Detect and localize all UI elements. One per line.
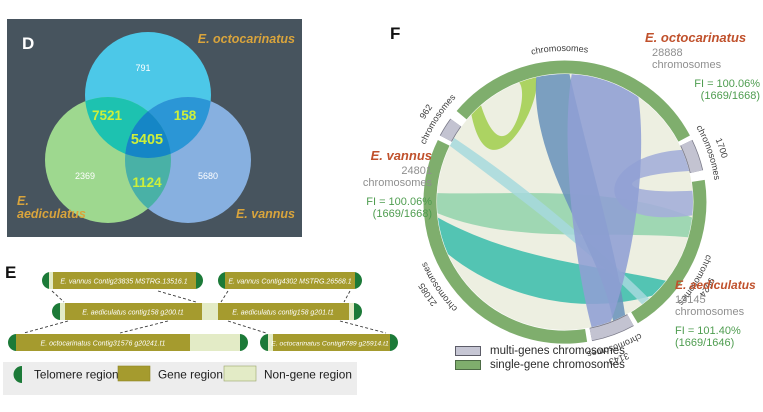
telomere-region-icon	[13, 366, 22, 383]
panel-e-letter: E	[5, 263, 16, 282]
contig-octocarinatus-2: E. octocarinatus Contig6789 g25914.t1	[260, 334, 398, 351]
octocarinatus-count-word: chromosomes	[652, 59, 722, 71]
venn-count-center: 5405	[131, 132, 163, 148]
single-gene-label: single-gene chromosomes	[490, 359, 625, 371]
venn-overlap-octo-aed	[85, 97, 171, 158]
contig-vannus-2: E. vannus Contig4302 MSTRG.26568.1	[218, 272, 362, 289]
venn-count-octo-van: 158	[174, 108, 197, 123]
venn-panel: D 791 7521 158 5405 2369 1124 5680 E. oc…	[7, 19, 302, 237]
contig-connector-lines	[23, 290, 387, 334]
chord-legend: multi-genes chromosomes single-gene chro…	[455, 344, 625, 372]
multi-genes-swatch	[455, 346, 481, 356]
chord-ring	[423, 60, 707, 344]
octocarinatus-fi: FI = 100.06%	[694, 77, 760, 90]
venn-count-van-only: 5680	[198, 171, 218, 181]
contig-aediculatus: E. aediculatus contig158 g200.t1 E. aedi…	[52, 303, 362, 320]
contig-aediculatus-1-label: E. aediculatus contig158 g200.t1	[82, 310, 184, 317]
contig-aediculatus-2-label: E. aediculatus contig158 g201.t1	[232, 310, 334, 317]
chord-diagram: 21315 chromosomes 1700 chromosomes 9524 …	[416, 43, 729, 367]
vannus-fi: FI = 100.06%	[366, 195, 432, 208]
curved-label-21315-word: chromosomes	[530, 43, 589, 57]
octocarinatus-count: 28888	[652, 46, 683, 59]
legend-non-gene-label: Non-gene region	[264, 368, 352, 382]
legend-telomere-label: Telomere region	[34, 368, 119, 382]
ribbon-periwinkle-main	[567, 74, 642, 328]
aediculatus-fi: FI = 101.40%	[675, 324, 741, 337]
annotation-octocarinatus: E. octocarinatus 28888 chromosomes FI = …	[645, 30, 760, 103]
ring-sector-1700	[680, 140, 703, 174]
octocarinatus-ratio: (1669/1668)	[700, 90, 760, 102]
venn-count-aed-octo: 7521	[92, 108, 123, 123]
venn-label-aediculatus-line2: aediculatus	[17, 207, 86, 221]
aediculatus-count-word: chromosomes	[675, 306, 745, 318]
venn-label-octocarinatus: E. octocarinatus	[198, 32, 295, 46]
ribbon-green	[471, 77, 537, 150]
contig-octocarinatus-1-label: E. octocarinatus Contig31576 g20241.t1	[41, 341, 166, 348]
multi-genes-label: multi-genes chromosomes	[490, 345, 625, 357]
vannus-count-word: chromosomes	[362, 177, 432, 189]
non-gene-region-swatch	[223, 365, 257, 382]
annotation-vannus: E. vannus 24801 chromosomes FI = 100.06%…	[310, 148, 432, 221]
contig-octocarinatus-1: E. octocarinatus Contig31576 g20241.t1	[8, 334, 248, 351]
ring-sector-962	[440, 119, 461, 142]
venn-overlap-octo-van	[125, 97, 211, 158]
vannus-ratio: (1669/1668)	[372, 208, 432, 220]
venn-count-aed-only: 2369	[75, 171, 95, 181]
contig-legend: Telomere region Gene region Non-gene reg…	[3, 362, 357, 395]
venn-label-aediculatus-line1: E.	[17, 194, 29, 208]
venn-count-aed-van: 1124	[132, 175, 162, 190]
aediculatus-ratio: (1669/1646)	[675, 337, 735, 349]
aediculatus-count: 13145	[675, 293, 706, 306]
contig-panel: E E. vannus Contig23835 MSTRG.13516.1 E.…	[3, 263, 398, 395]
vannus-count: 24801	[401, 164, 432, 177]
legend-gene-label: Gene region	[158, 368, 223, 382]
ring-sector-21085	[423, 139, 588, 344]
ring-sector-21315	[456, 60, 690, 142]
venn-label-vannus: E. vannus	[236, 207, 295, 221]
venn-count-octo-only: 791	[135, 63, 150, 73]
annotation-aediculatus: E. aediculatus 13145 chromosomes FI = 10…	[675, 279, 763, 350]
panel-d-letter: D	[22, 34, 34, 53]
panel-f-letter: F	[390, 24, 401, 43]
contig-vannus-1-label: E. vannus Contig23835 MSTRG.13516.1	[60, 279, 187, 286]
gene-region-swatch	[117, 365, 151, 382]
contig-octocarinatus-2-label: E. octocarinatus Contig6789 g25914.t1	[271, 341, 389, 348]
ring-sector-3143	[589, 314, 634, 341]
chord-ribbons	[436, 74, 693, 328]
single-gene-swatch	[455, 360, 481, 370]
ring-sector-9524	[631, 179, 707, 324]
species-name-aediculatus: E. aediculatus	[675, 278, 756, 292]
species-name-octocarinatus: E. octocarinatus	[645, 30, 747, 45]
chord-legend-single-row: single-gene chromosomes	[455, 358, 625, 372]
contig-vannus-1: E. vannus Contig23835 MSTRG.13516.1	[42, 272, 203, 289]
chord-legend-multi-row: multi-genes chromosomes	[455, 344, 625, 358]
contig-vannus-2-label: E. vannus Contig4302 MSTRG.26568.1	[228, 279, 351, 286]
species-name-vannus: E. vannus	[370, 148, 432, 163]
